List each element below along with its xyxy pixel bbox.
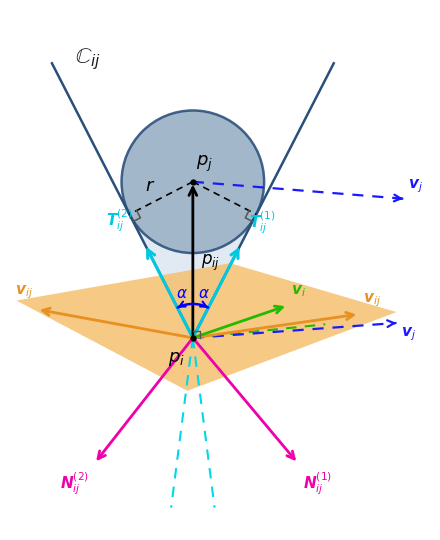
Text: $r$: $r$: [145, 177, 156, 194]
Text: $p_j$: $p_j$: [196, 153, 213, 173]
Text: $\boldsymbol{T}_{ij}^{(1)}$: $\boldsymbol{T}_{ij}^{(1)}$: [249, 210, 276, 236]
Text: $\boldsymbol{v}_{ij}$: $\boldsymbol{v}_{ij}$: [15, 284, 33, 301]
Text: $\boldsymbol{N}_{ij}^{(1)}$: $\boldsymbol{N}_{ij}^{(1)}$: [304, 470, 333, 497]
Text: $\alpha$: $\alpha$: [198, 286, 209, 301]
Text: $\boldsymbol{T}_{ij}^{(2)}$: $\boldsymbol{T}_{ij}^{(2)}$: [106, 207, 132, 234]
Text: $\boldsymbol{v}_{i}$: $\boldsymbol{v}_{i}$: [291, 283, 306, 299]
Text: $p_i$: $p_i$: [168, 350, 185, 368]
Text: $p_{ij}$: $p_{ij}$: [201, 253, 220, 273]
Polygon shape: [52, 63, 334, 338]
Polygon shape: [16, 263, 396, 391]
Text: $\boldsymbol{v}_{ij}$: $\boldsymbol{v}_{ij}$: [363, 291, 381, 309]
Text: $\boldsymbol{v}_{j}$: $\boldsymbol{v}_{j}$: [408, 178, 423, 195]
Text: $\alpha$: $\alpha$: [176, 286, 188, 301]
Circle shape: [121, 111, 264, 253]
Text: $\boldsymbol{N}_{ij}^{(2)}$: $\boldsymbol{N}_{ij}^{(2)}$: [60, 470, 89, 497]
Text: $\mathbb{C}_{ij}$: $\mathbb{C}_{ij}$: [74, 46, 101, 72]
Text: $\boldsymbol{v}_{j}$: $\boldsymbol{v}_{j}$: [401, 326, 416, 343]
